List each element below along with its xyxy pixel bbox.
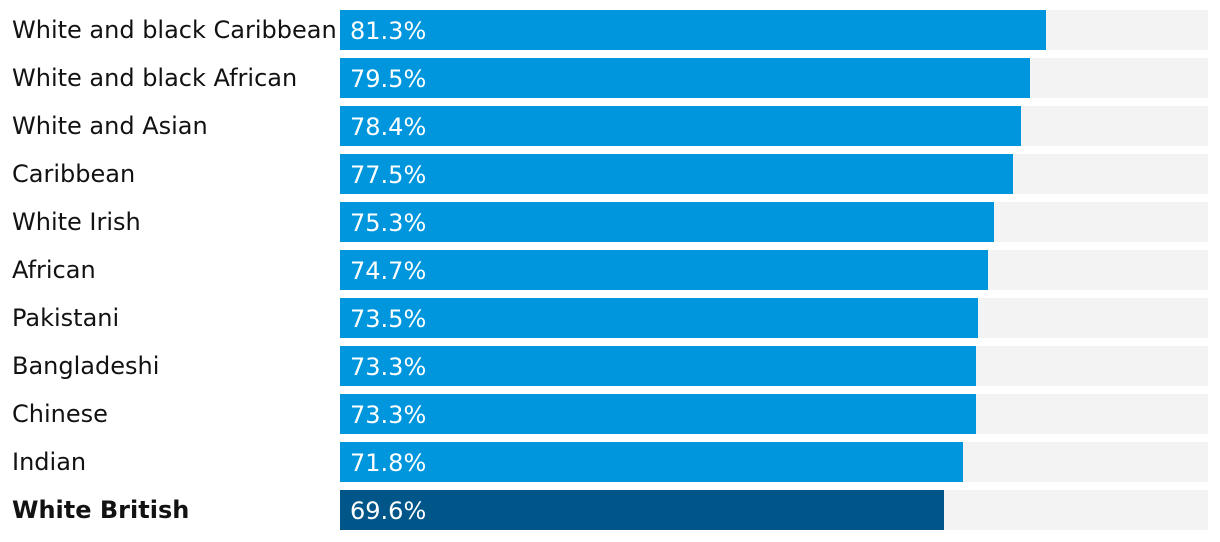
value-label: 73.3%: [350, 401, 427, 429]
bar-track: 73.3%: [340, 394, 1208, 434]
value-label: 75.3%: [350, 209, 427, 237]
bar-row: White and black Caribbean 81.3%: [0, 10, 1220, 50]
bar: 78.4%: [340, 106, 1021, 146]
bar: 77.5%: [340, 154, 1013, 194]
bar-row: African 74.7%: [0, 250, 1220, 290]
value-label: 74.7%: [350, 257, 427, 285]
value-label: 73.5%: [350, 305, 427, 333]
value-label: 77.5%: [350, 161, 427, 189]
bar-track: 71.8%: [340, 442, 1208, 482]
value-label: 78.4%: [350, 113, 427, 141]
bar-row: Indian 71.8%: [0, 442, 1220, 482]
bar: 73.5%: [340, 298, 978, 338]
category-label: White Irish: [12, 208, 141, 236]
value-label: 81.3%: [350, 17, 427, 45]
bar: 73.3%: [340, 394, 977, 434]
value-label: 71.8%: [350, 449, 427, 477]
bar-track: 74.7%: [340, 250, 1208, 290]
bar-track: 78.4%: [340, 106, 1208, 146]
category-label: White and black African: [12, 64, 298, 92]
category-label: Indian: [12, 448, 87, 476]
bar-track: 75.3%: [340, 202, 1208, 242]
bar-track: 77.5%: [340, 154, 1208, 194]
category-label: White and black Caribbean: [12, 16, 337, 44]
value-label: 79.5%: [350, 65, 427, 93]
bar-row: White Irish 75.3%: [0, 202, 1220, 242]
bar: 74.7%: [340, 250, 989, 290]
bar-track: 79.5%: [340, 58, 1208, 98]
bar-track: 73.5%: [340, 298, 1208, 338]
bar: 79.5%: [340, 58, 1031, 98]
bar-row: White and Asian 78.4%: [0, 106, 1220, 146]
category-label: White British: [12, 496, 190, 524]
category-label: African: [12, 256, 96, 284]
bar: 71.8%: [340, 442, 964, 482]
bar: 75.3%: [340, 202, 994, 242]
bar-track: 69.6%: [340, 490, 1208, 530]
bar-row: Pakistani 73.5%: [0, 298, 1220, 338]
category-label: Pakistani: [12, 304, 120, 332]
value-label: 69.6%: [350, 497, 427, 525]
category-label: Chinese: [12, 400, 108, 428]
bar: 81.3%: [340, 10, 1046, 50]
value-label: 73.3%: [350, 353, 427, 381]
bar-row: Bangladeshi 73.3%: [0, 346, 1220, 386]
bar-row: Chinese 73.3%: [0, 394, 1220, 434]
category-label: Bangladeshi: [12, 352, 160, 380]
bar-row: Caribbean 77.5%: [0, 154, 1220, 194]
bar-track: 81.3%: [340, 10, 1208, 50]
bar: 73.3%: [340, 346, 977, 386]
bar-row: White British 69.6%: [0, 490, 1220, 530]
bar: 69.6%: [340, 490, 945, 530]
bar-row: White and black African 79.5%: [0, 58, 1220, 98]
bar-track: 73.3%: [340, 346, 1208, 386]
category-label: White and Asian: [12, 112, 208, 140]
category-label: Caribbean: [12, 160, 136, 188]
